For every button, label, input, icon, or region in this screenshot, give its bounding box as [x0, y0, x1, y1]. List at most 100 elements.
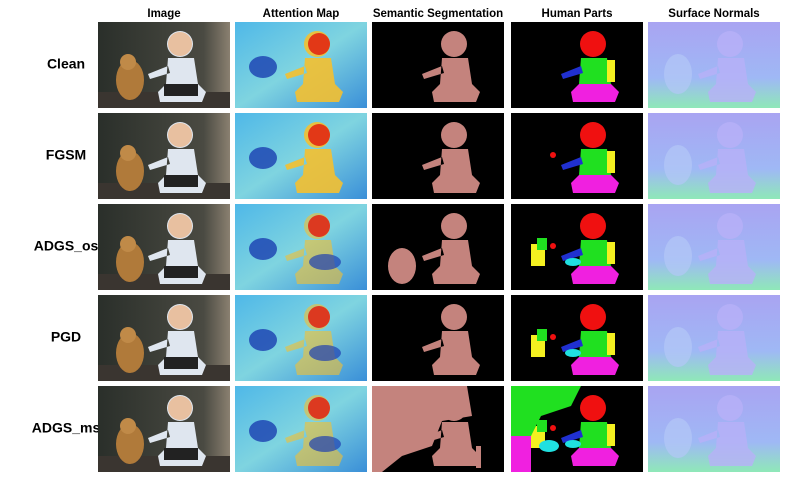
- cell: [648, 386, 780, 472]
- cat: [116, 151, 144, 191]
- false-part: [565, 349, 581, 357]
- hand-part: [561, 66, 583, 79]
- false-part: [550, 425, 556, 431]
- false-part: [511, 386, 581, 446]
- peak-attention: [308, 124, 330, 146]
- child-shorts: [164, 448, 198, 460]
- cell: [372, 295, 504, 381]
- low-attention: [249, 329, 277, 351]
- child-face: [168, 123, 192, 147]
- head-part: [580, 395, 606, 421]
- cell: [98, 386, 230, 472]
- cat-head: [120, 145, 136, 161]
- legs-part: [571, 84, 619, 102]
- cell: [511, 295, 643, 381]
- false-part: [539, 440, 559, 452]
- low-attention: [309, 345, 341, 361]
- peak-attention: [308, 397, 330, 419]
- column-header: Attention Map: [263, 8, 340, 20]
- cat-normals: [664, 418, 692, 458]
- cat-head: [120, 418, 136, 434]
- row-label: ADGS_os: [34, 238, 99, 254]
- false-part: [537, 329, 547, 341]
- cell: [511, 113, 643, 199]
- cell: [98, 204, 230, 290]
- head-part: [580, 122, 606, 148]
- cell: [98, 295, 230, 381]
- low-attention: [309, 436, 341, 452]
- cell: [648, 22, 780, 108]
- torso-part: [579, 240, 611, 266]
- torso-part: [579, 331, 611, 357]
- low-attention: [249, 238, 277, 260]
- low-attention: [249, 147, 277, 169]
- column-header: Human Parts: [542, 8, 613, 20]
- row-label: Clean: [47, 56, 85, 72]
- false-part: [550, 334, 556, 340]
- false-mask: [476, 446, 481, 468]
- false-mask: [388, 248, 416, 284]
- cell: [648, 113, 780, 199]
- cell: [511, 204, 643, 290]
- legs-part: [571, 266, 619, 284]
- arm-part: [607, 151, 615, 173]
- child-shorts: [164, 266, 198, 278]
- legs-part: [571, 357, 619, 375]
- cat-normals: [664, 145, 692, 185]
- hand-part: [561, 430, 583, 443]
- legs-part: [571, 175, 619, 193]
- cat: [116, 424, 144, 464]
- head-part: [580, 213, 606, 239]
- cat: [116, 242, 144, 282]
- arm-part: [607, 60, 615, 82]
- peak-attention: [308, 215, 330, 237]
- torso-part: [579, 422, 611, 448]
- head-part: [580, 31, 606, 57]
- cat-normals: [664, 54, 692, 94]
- false-part: [565, 440, 581, 448]
- cell: [648, 204, 780, 290]
- false-part: [537, 420, 547, 432]
- cat-normals: [664, 327, 692, 367]
- child-shorts: [164, 84, 198, 96]
- cell: [372, 22, 504, 108]
- false-part: [537, 238, 547, 250]
- low-attention: [249, 420, 277, 442]
- child-face: [168, 305, 192, 329]
- peak-attention: [308, 33, 330, 55]
- cell: [372, 386, 504, 472]
- column-header: Surface Normals: [668, 8, 759, 20]
- child-face: [168, 32, 192, 56]
- arm-part: [607, 424, 615, 446]
- peak-attention: [308, 306, 330, 328]
- row-label: ADGS_ms: [32, 420, 101, 436]
- low-attention: [249, 56, 277, 78]
- cell: [235, 113, 367, 199]
- cell: [235, 22, 367, 108]
- cell: [372, 113, 504, 199]
- cell: [511, 22, 643, 108]
- child-face: [168, 396, 192, 420]
- cat: [116, 60, 144, 100]
- row-label: PGD: [51, 329, 81, 345]
- child-shorts: [164, 357, 198, 369]
- torso-part: [579, 58, 611, 84]
- child-face: [168, 214, 192, 238]
- low-attention: [309, 254, 341, 270]
- false-mask: [372, 386, 472, 472]
- column-header: Image: [147, 8, 180, 20]
- row-label: FGSM: [46, 147, 86, 163]
- cell: [235, 386, 367, 472]
- cat: [116, 333, 144, 373]
- false-part: [550, 152, 556, 158]
- cell: [235, 295, 367, 381]
- hand-part: [561, 248, 583, 261]
- false-part: [565, 258, 581, 266]
- false-part: [511, 436, 531, 472]
- cell: [235, 204, 367, 290]
- hand-part: [561, 339, 583, 352]
- cat-head: [120, 236, 136, 252]
- cat-normals: [664, 236, 692, 276]
- column-header: Semantic Segmentation: [373, 8, 503, 20]
